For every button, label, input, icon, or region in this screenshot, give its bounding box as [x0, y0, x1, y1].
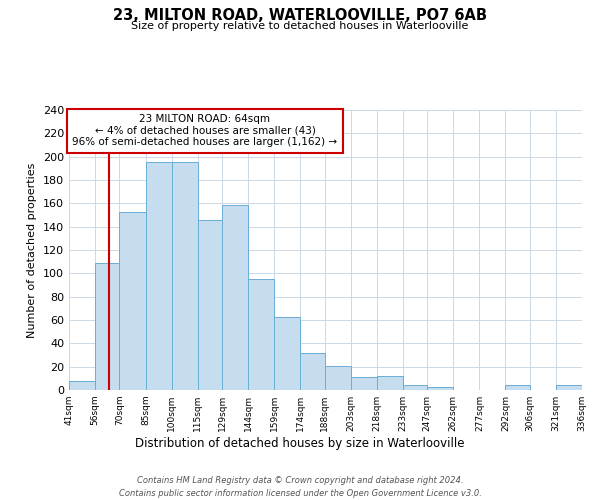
- Bar: [69, 380, 95, 390]
- Bar: [427, 386, 454, 390]
- Text: Distribution of detached houses by size in Waterlooville: Distribution of detached houses by size …: [135, 438, 465, 450]
- Bar: [146, 162, 172, 390]
- Bar: [274, 316, 300, 390]
- Bar: [95, 263, 119, 390]
- Bar: [403, 386, 427, 390]
- Bar: [505, 386, 530, 390]
- Bar: [556, 386, 582, 390]
- Text: Size of property relative to detached houses in Waterlooville: Size of property relative to detached ho…: [131, 21, 469, 31]
- Bar: [197, 220, 222, 390]
- Bar: [172, 162, 197, 390]
- Bar: [325, 366, 351, 390]
- Bar: [222, 204, 248, 390]
- Bar: [248, 279, 274, 390]
- Text: Contains HM Land Registry data © Crown copyright and database right 2024.
Contai: Contains HM Land Registry data © Crown c…: [119, 476, 481, 498]
- Bar: [377, 376, 403, 390]
- Bar: [300, 352, 325, 390]
- Y-axis label: Number of detached properties: Number of detached properties: [28, 162, 37, 338]
- Text: 23 MILTON ROAD: 64sqm
← 4% of detached houses are smaller (43)
96% of semi-detac: 23 MILTON ROAD: 64sqm ← 4% of detached h…: [73, 114, 338, 148]
- Bar: [351, 377, 377, 390]
- Text: 23, MILTON ROAD, WATERLOOVILLE, PO7 6AB: 23, MILTON ROAD, WATERLOOVILLE, PO7 6AB: [113, 8, 487, 22]
- Bar: [119, 212, 146, 390]
